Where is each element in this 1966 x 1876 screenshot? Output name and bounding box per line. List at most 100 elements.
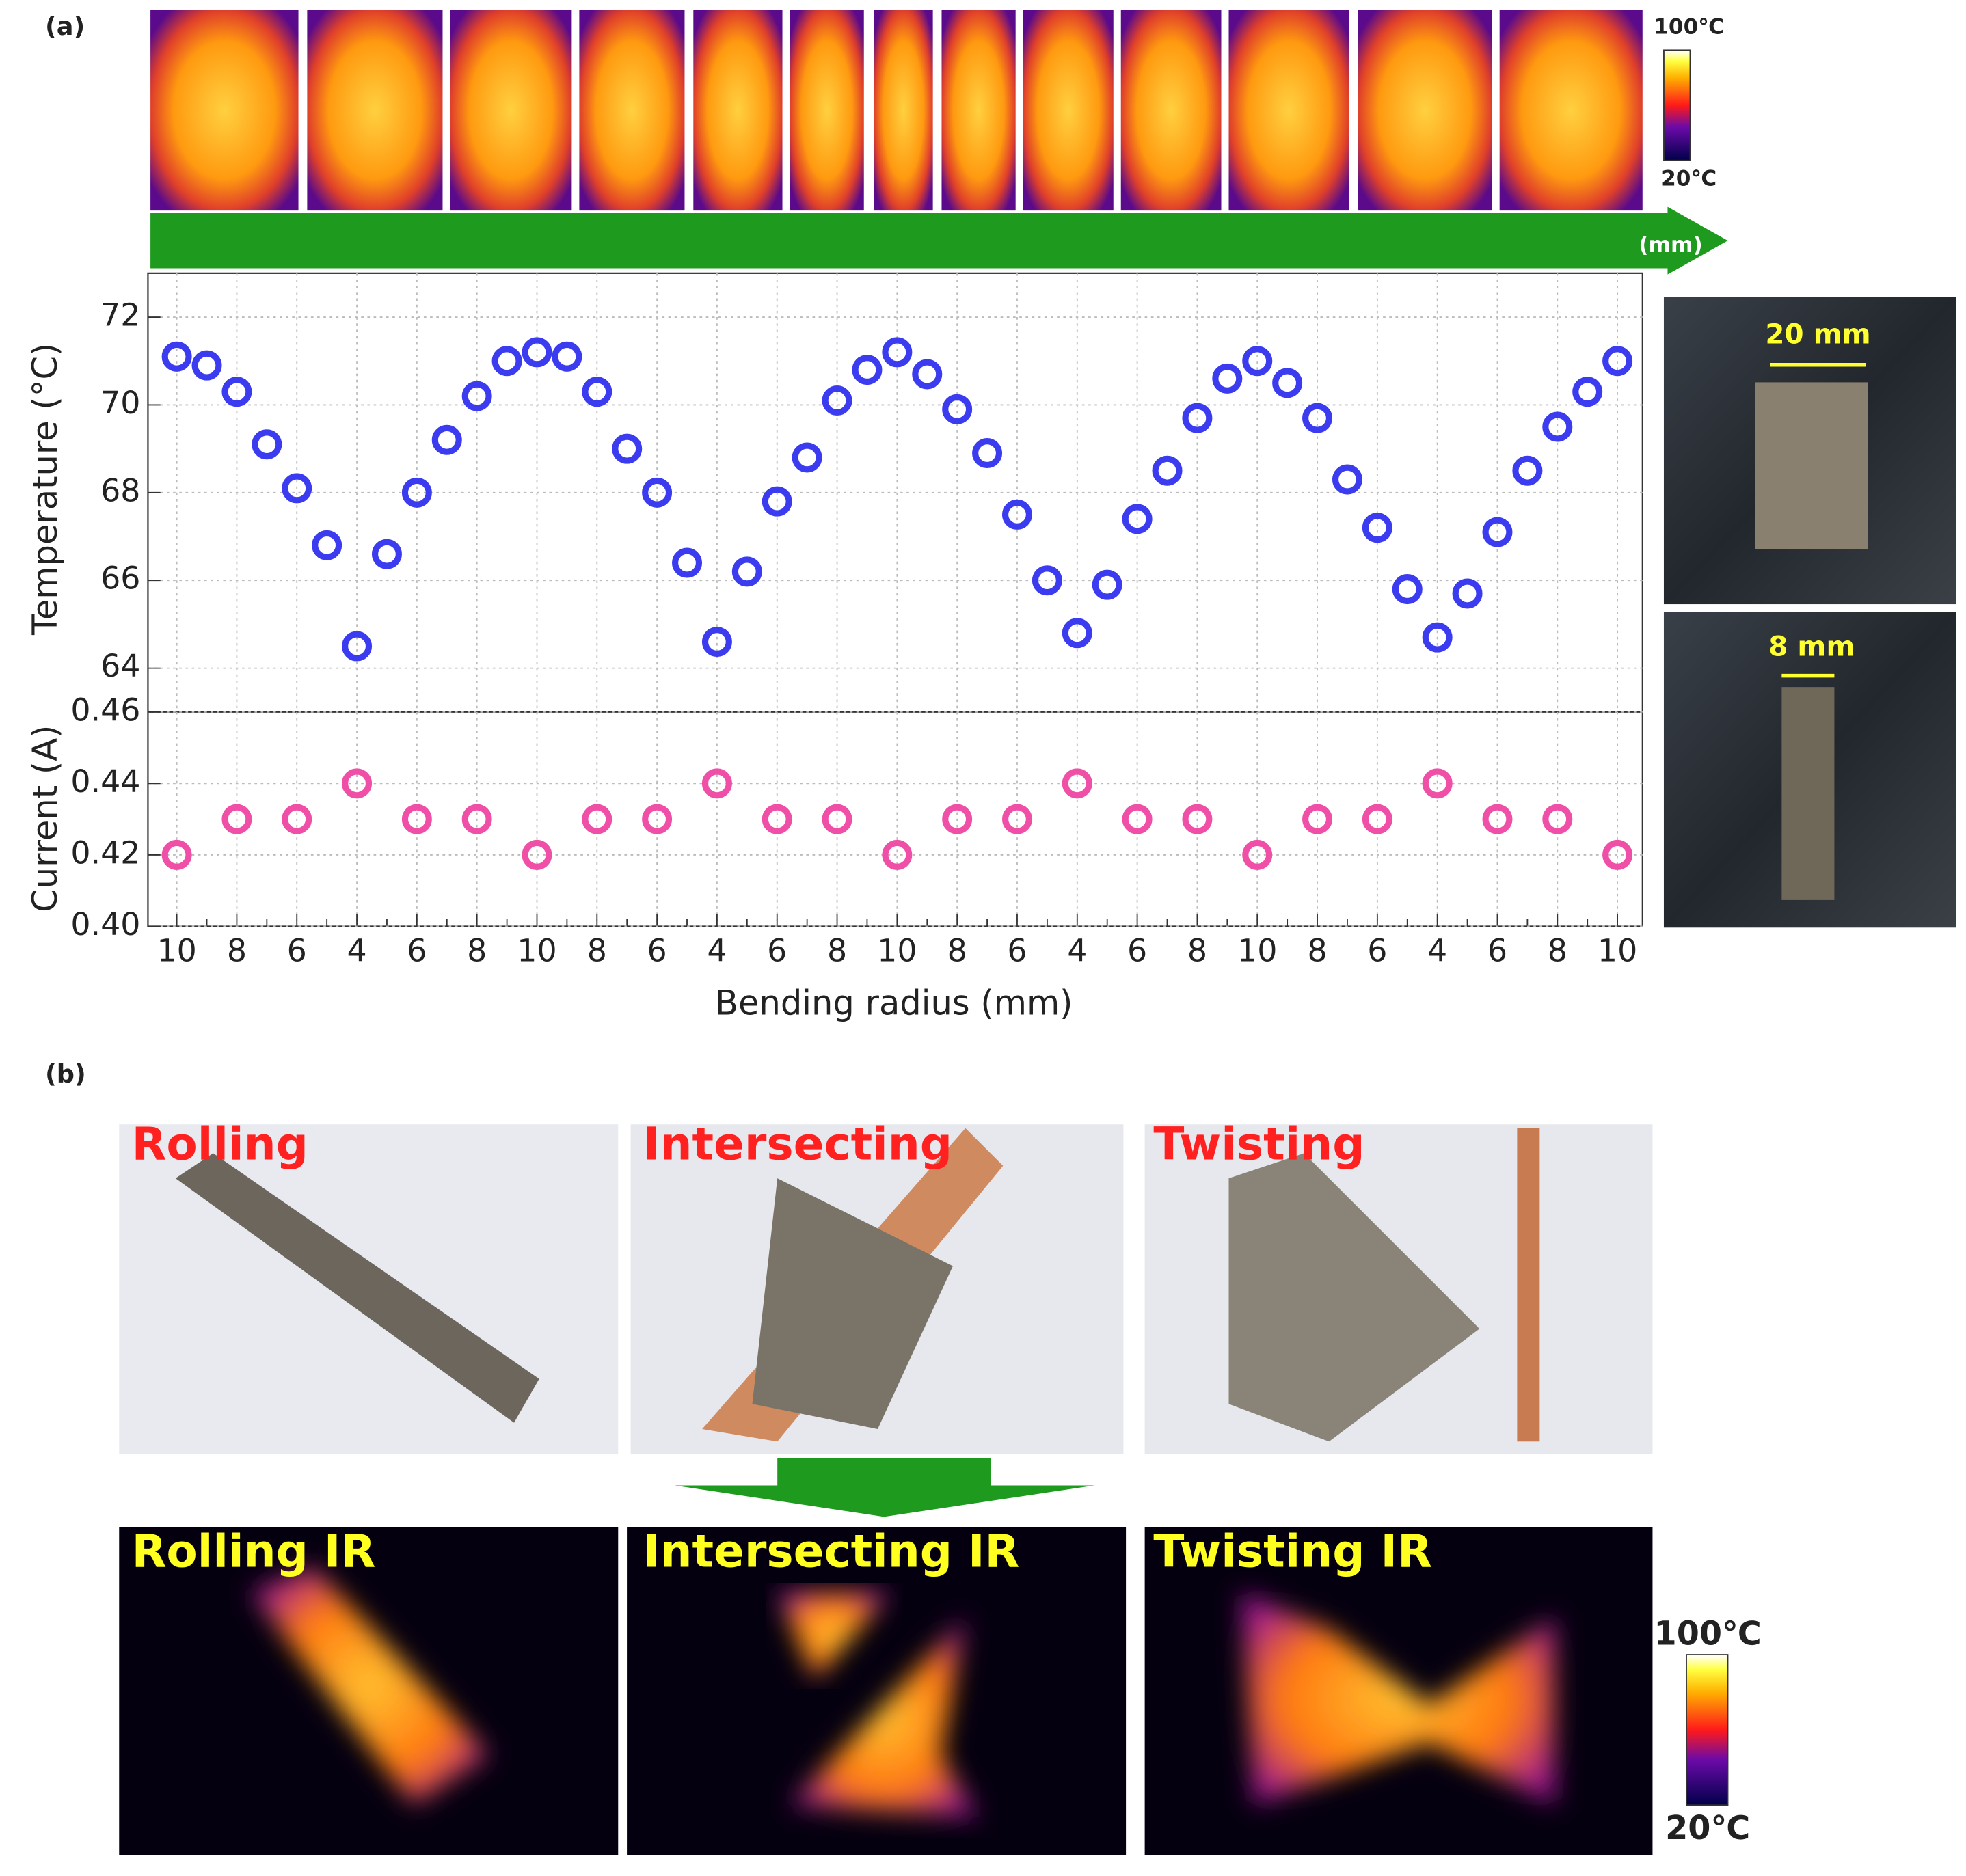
colorbar-max: 100℃ [1654,1616,1762,1653]
x-tick-label: 10 [517,932,556,968]
data-point [612,433,643,464]
data-point [852,355,883,385]
panel-label: (b) [45,1059,86,1089]
data-point [672,547,703,578]
y-tick-label: 68 [100,472,140,508]
arrow [674,1458,1095,1517]
data-point [1332,464,1362,495]
colorbar-min: 20℃ [1661,166,1716,191]
data-point [1482,804,1513,834]
data-point [1542,411,1573,442]
x-tick-label: 10 [157,932,196,968]
data-point [282,473,312,504]
sample [1781,687,1835,900]
y-axis-label: Temperature (°C) [25,343,65,636]
data-point [972,438,1003,469]
data-point [1362,513,1392,543]
data-point [1602,839,1633,870]
data-point [1302,804,1333,834]
data-point [1362,804,1392,834]
y-tick-label: 70 [100,384,140,421]
ir-label: Twisting IR [1153,1525,1432,1577]
x-tick-label: 4 [707,932,727,968]
data-point [191,350,222,381]
data-point [401,804,432,834]
data-point [221,377,252,407]
data-point [582,377,612,407]
ir-label: Rolling IR [132,1525,376,1577]
data-point [1242,346,1273,377]
ir-thumbnail [1228,10,1349,211]
labels: Rolling Intersecting Twisting Rolling IR Int… [132,1117,1432,1577]
data-point [1032,565,1062,596]
data-point [252,429,282,460]
colorbar [1663,49,1691,161]
ir-label: Intersecting IR [643,1525,1019,1577]
y-tick-label: 0.42 [70,834,140,871]
strip-unit: (mm) [1639,232,1702,257]
data-point [762,486,792,517]
x-tick-label: 8 [1187,932,1207,968]
data-point [401,477,432,508]
x-tick-label: 6 [647,932,667,968]
electrode [1517,1128,1540,1442]
photo-label: Rolling [132,1117,308,1170]
colorbar-min: 20℃ [1665,1810,1750,1847]
data-point [822,804,852,834]
sample [1228,1153,1480,1442]
ir-thumbnail [307,10,443,211]
y-tick-label: 0.44 [70,763,140,800]
data-point [1482,517,1513,547]
data-point [1512,455,1543,486]
data-point [342,768,373,799]
y-tick-label: 0.46 [70,691,140,728]
data-point [731,556,762,587]
y-tick-label: 66 [100,560,140,597]
data-point [1182,403,1213,433]
data-point [822,385,852,416]
x-tick-label: 10 [1598,932,1637,968]
data-point [1062,768,1092,799]
x-tick-label: 4 [347,932,366,968]
data-point [882,337,913,368]
data-point [1122,504,1153,534]
data-point [882,839,913,870]
ir-thumbnail [693,10,783,211]
data-point [1422,768,1453,799]
data-point [282,804,312,834]
panel-label: (a) [45,12,85,41]
dimension-label: 8 mm [1768,630,1855,662]
ir-thumbnail [1120,10,1222,211]
ir-thumbnail [1023,10,1114,211]
data-point [342,631,373,662]
x-tick-label: 4 [1067,932,1087,968]
data-point [161,341,192,372]
x-tick-label: 6 [1367,932,1387,968]
photos [119,1124,1653,1454]
data-point [762,804,792,834]
data-point [522,839,552,870]
ir-thumbnail [1499,10,1643,211]
data-point [792,442,822,473]
data-point [1422,622,1453,653]
data-point [221,804,252,834]
y-tick-label: 0.40 [70,906,140,942]
data-point [942,394,973,424]
dimension-label: 20 mm [1765,318,1870,351]
y-tick-label: 72 [100,297,140,334]
data-point [552,341,582,372]
plot: 10 8 6 4 6 8 10 8 6 4 6 8 10 8 6 4 6 8 10 8 6 4 6 8 106466687072… [70,273,1643,968]
photo-label: Twisting [1153,1117,1364,1170]
data-point [1001,804,1032,834]
data-point [1572,377,1603,407]
data-point [1062,618,1092,649]
data-point [312,530,342,560]
data-point [161,839,192,870]
x-axis-label: Bending radius (mm) [715,983,1073,1022]
x-tick-label: 6 [1127,932,1147,968]
data-point [1092,569,1122,600]
data-point [371,539,402,569]
ir-strip: 109876545678910 [150,10,1643,261]
data-point [582,804,612,834]
